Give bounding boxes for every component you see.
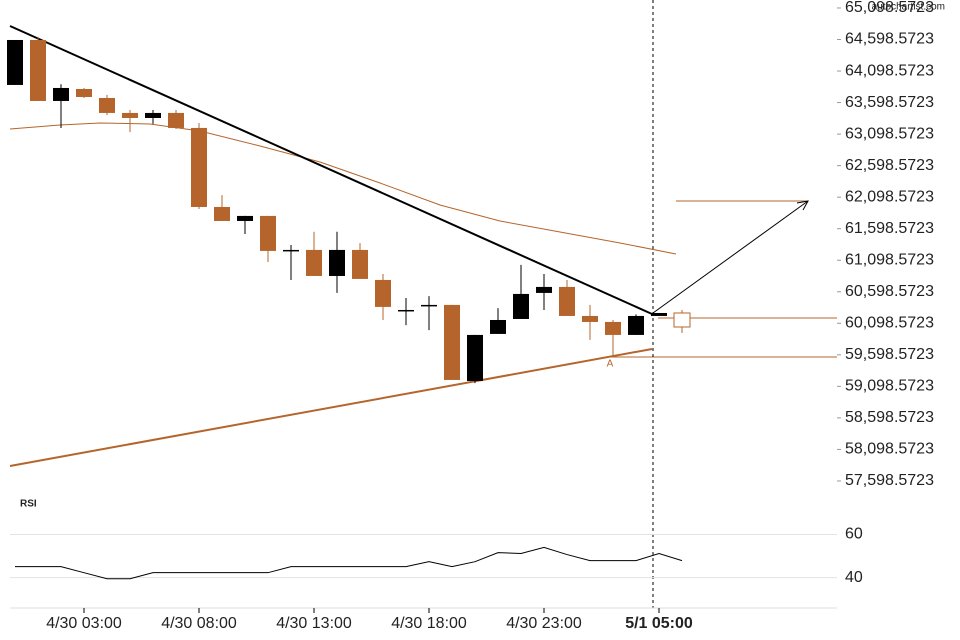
y-tick-label: 62,598.5723	[845, 157, 934, 174]
support-line	[9, 348, 653, 467]
candle-body	[145, 112, 161, 118]
arrow-head	[796, 200, 809, 211]
candle-body	[30, 39, 46, 101]
candle-body	[536, 286, 552, 293]
candle-body	[76, 88, 92, 97]
y-tick-label: 64,098.5723	[845, 62, 934, 79]
panel-title: RSI	[20, 499, 37, 510]
y-tick-label: 58,098.5723	[845, 441, 934, 458]
resistance-line	[9, 25, 653, 315]
candle-body	[375, 279, 391, 307]
forecast-arrow	[652, 200, 809, 314]
candle-body	[559, 286, 575, 316]
candle-body	[444, 304, 460, 380]
candle-body	[168, 112, 184, 128]
y-tick-label: 61,098.5723	[845, 251, 934, 268]
y-tick-label: 59,598.5723	[845, 346, 934, 363]
candle-body	[283, 249, 299, 252]
candle-body	[122, 112, 138, 118]
candle-body	[306, 249, 322, 276]
candle-body	[628, 315, 644, 335]
y-tick-label: 57,598.5723	[845, 472, 934, 489]
candle-body	[673, 312, 691, 328]
candle-body	[237, 215, 253, 221]
candle-body	[513, 293, 529, 319]
y-tick-label: 64,598.5723	[845, 31, 934, 48]
candle-body	[421, 304, 437, 307]
x-tick-label: 4/30 08:00	[161, 615, 237, 632]
candle-body	[191, 127, 207, 207]
rsi-line	[15, 546, 683, 580]
moving-average	[9, 122, 677, 255]
y-tick-label: 63,598.5723	[845, 94, 934, 111]
y-tick-label: 61,598.5723	[845, 220, 934, 237]
y-tick-label: 63,098.5723	[845, 125, 934, 142]
pattern-label: A	[607, 359, 614, 370]
candle-body	[99, 98, 115, 113]
candle-body	[53, 87, 69, 101]
candle-body	[7, 39, 23, 85]
y-tick-label: 65,098.5723	[845, 0, 934, 16]
y-tick-label: 62,098.5723	[845, 188, 934, 205]
y-tick-label: 59,098.5723	[845, 378, 934, 395]
y-tick-label: 60,098.5723	[845, 315, 934, 332]
watermark: autochartist.com	[872, 2, 945, 13]
y-tick-label: 40	[845, 569, 863, 586]
x-tick-label: 4/30 18:00	[391, 615, 467, 632]
candle-body	[490, 319, 506, 334]
x-tick-label: 4/30 23:00	[506, 615, 582, 632]
y-tick-label: 58,598.5723	[845, 409, 934, 426]
candle-body	[352, 249, 368, 279]
candle-body	[467, 334, 483, 381]
y-tick-label: 60	[845, 526, 863, 543]
candle-body	[651, 312, 667, 316]
x-tick-label: 5/1 05:00	[625, 615, 693, 632]
x-tick-label: 4/30 03:00	[46, 615, 122, 632]
candle-body	[214, 206, 230, 221]
candle-body	[398, 309, 414, 312]
candle-body	[329, 249, 345, 276]
candle-body	[605, 321, 621, 335]
candle-body	[260, 215, 276, 251]
y-tick-label: 60,598.5723	[845, 283, 934, 300]
x-tick-label: 4/30 13:00	[276, 615, 352, 632]
candle-body	[582, 315, 598, 322]
